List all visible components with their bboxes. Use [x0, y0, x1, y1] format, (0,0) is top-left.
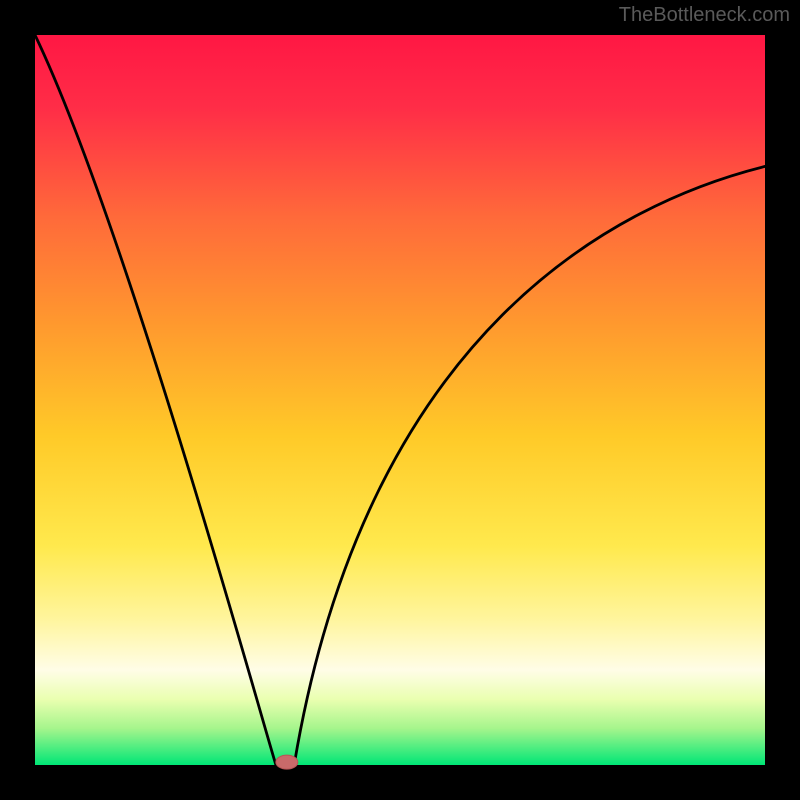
chart-background	[35, 35, 765, 765]
optimum-marker	[276, 755, 298, 769]
bottleneck-chart: TheBottleneck.com	[0, 0, 800, 800]
chart-svg	[0, 0, 800, 800]
watermark-text: TheBottleneck.com	[619, 4, 790, 27]
